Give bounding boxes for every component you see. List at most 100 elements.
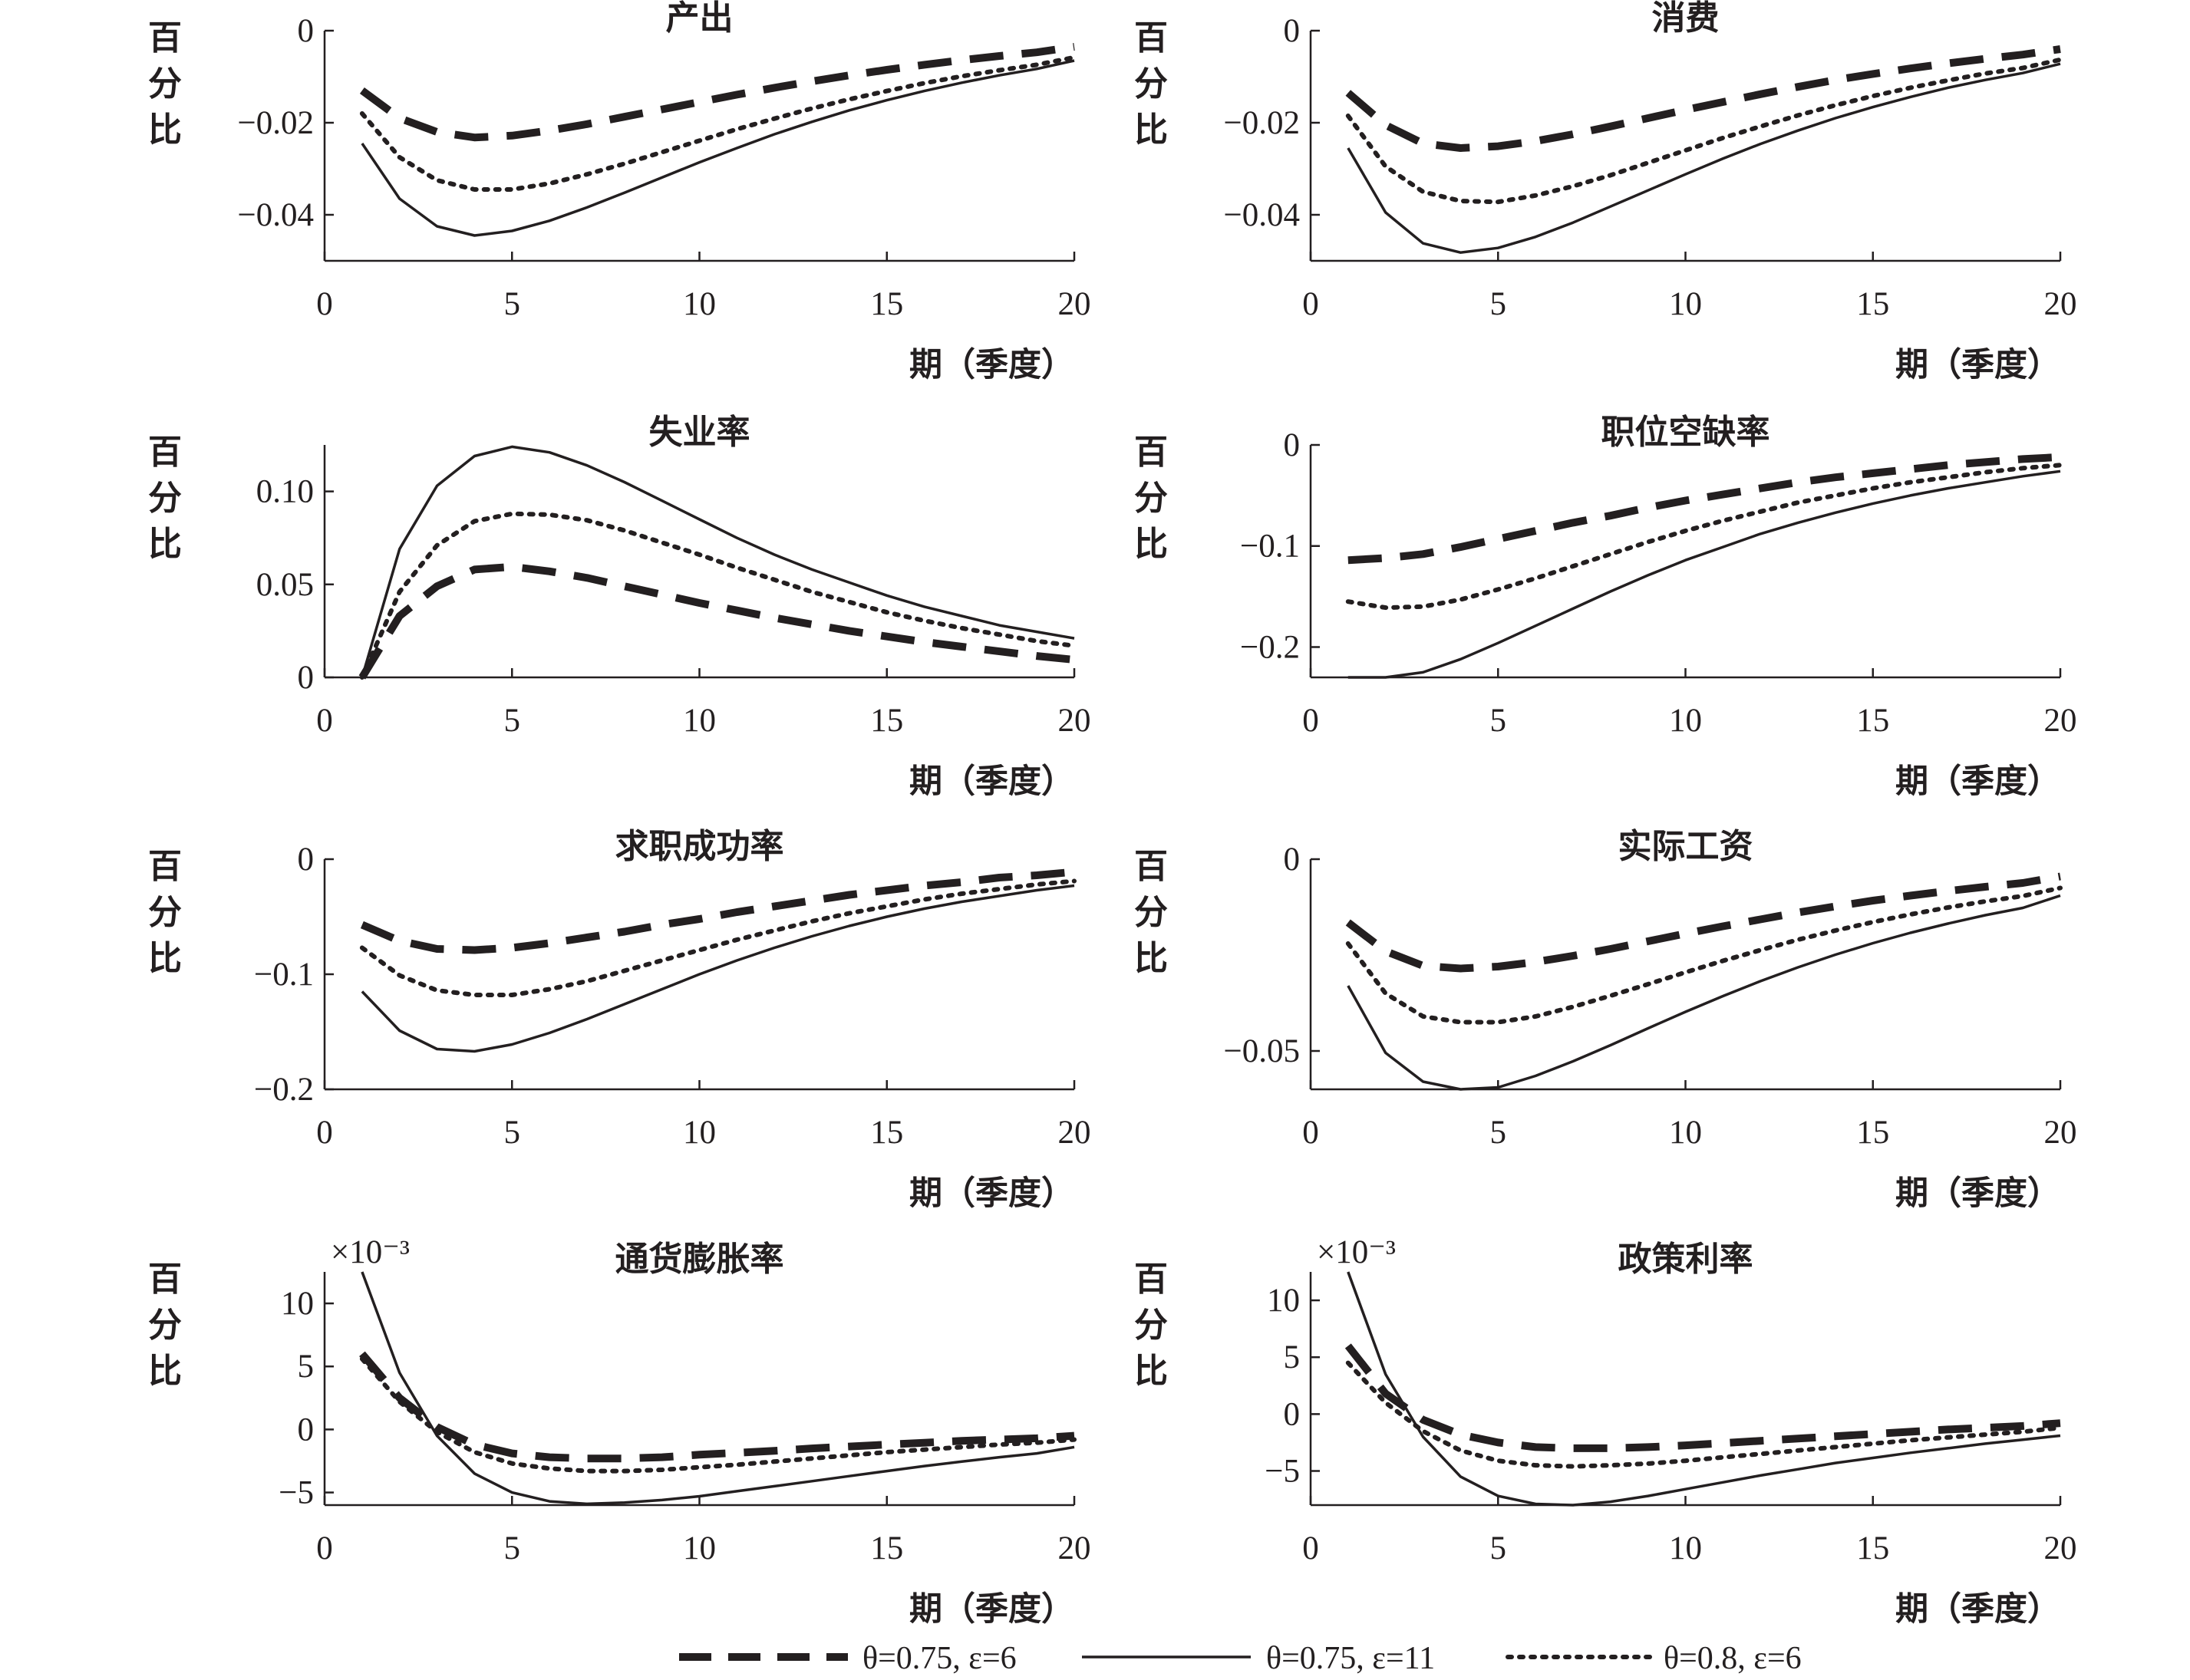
x-tick-label: 0 <box>316 1530 333 1566</box>
x-tick-label: 5 <box>504 1530 521 1566</box>
y-tick-label: −0.2 <box>254 1072 314 1108</box>
chart-title: 实际工资 <box>1618 827 1753 866</box>
y-axis-label: 百分比 <box>148 847 182 978</box>
x-axis-label: 期（季度） <box>1895 763 2060 801</box>
x-tick-label: 15 <box>870 286 903 322</box>
chart-title: 产出 <box>666 0 734 38</box>
x-tick-label: 5 <box>1490 1530 1507 1566</box>
x-tick-label: 5 <box>504 286 521 322</box>
x-tick-label: 10 <box>683 703 716 739</box>
dashed-series <box>1345 872 2061 973</box>
chart-title: 政策利率 <box>1618 1240 1753 1279</box>
y-axis-label: 百分比 <box>1134 847 1168 978</box>
x-tick-label: 15 <box>870 1115 903 1151</box>
dotted-series <box>1345 1360 2063 1469</box>
y-tick-label: 5 <box>298 1349 315 1385</box>
y-tick-label: −5 <box>1265 1454 1300 1490</box>
x-tick-label: 10 <box>683 1530 716 1566</box>
y-tick-label: 10 <box>281 1286 314 1322</box>
x-tick-label: 20 <box>2044 286 2077 322</box>
dashed-series <box>1347 453 2061 565</box>
x-tick-label: 20 <box>1058 703 1091 739</box>
dotted-series <box>1345 57 2063 205</box>
y-tick-label: 0 <box>298 842 315 878</box>
y-tick-label: −0.04 <box>237 197 314 233</box>
x-tick-label: 5 <box>504 703 521 739</box>
x-tick-label: 15 <box>870 703 903 739</box>
solid-series <box>1347 1271 2061 1507</box>
x-tick-label: 15 <box>1856 286 1889 322</box>
x-tick-label: 20 <box>2044 1530 2077 1566</box>
legend-dotted-label: θ=0.8, ε=6 <box>1664 1641 1802 1676</box>
y-tick-label: 0 <box>1284 13 1301 49</box>
x-tick-label: 10 <box>1669 703 1702 739</box>
x-tick-label: 0 <box>1302 286 1319 322</box>
solid-series <box>361 445 1075 678</box>
y-axis-label: 百分比 <box>1134 18 1168 150</box>
legend: θ=0.75, ε=6 θ=0.75, ε=11 θ=0.8, ε=6 <box>679 1641 1802 1676</box>
y-tick-label: 0 <box>1284 427 1301 463</box>
dashed-series <box>358 562 1075 680</box>
dotted-series <box>359 511 1077 680</box>
dashed-series <box>359 1351 1075 1463</box>
x-tick-label: 0 <box>316 286 333 322</box>
chart-title: 职位空缺率 <box>1601 413 1770 452</box>
x-tick-label: 20 <box>2044 1115 2077 1151</box>
chart-title: 失业率 <box>649 413 750 452</box>
x-tick-label: 5 <box>504 1115 521 1151</box>
y-tick-label: 10 <box>1267 1283 1300 1319</box>
x-tick-label: 10 <box>1669 1530 1702 1566</box>
y-tick-label: 0 <box>1284 842 1301 878</box>
y-multiplier: ×10⁻³ <box>331 1234 410 1270</box>
y-axis-label: 百分比 <box>148 18 182 150</box>
y-tick-label: −5 <box>279 1475 314 1511</box>
dotted-series <box>1345 463 2063 611</box>
dashed-series <box>360 868 1075 954</box>
y-tick-label: −0.1 <box>254 957 314 993</box>
dotted-series <box>1345 885 2063 1025</box>
x-axis-label: 期（季度） <box>1895 1590 2060 1629</box>
x-axis-label: 期（季度） <box>1895 1174 2060 1213</box>
y-tick-label: 0.10 <box>256 474 314 510</box>
x-tick-label: 0 <box>1302 1530 1319 1566</box>
x-tick-label: 10 <box>1669 286 1702 322</box>
y-axis-label: 百分比 <box>148 1260 182 1391</box>
y-tick-label: −0.02 <box>1223 105 1300 141</box>
x-tick-label: 5 <box>1490 286 1507 322</box>
x-tick-label: 10 <box>683 1115 716 1151</box>
solid-series <box>1347 62 2061 254</box>
chart-title: 求职成功率 <box>615 827 784 866</box>
y-tick-label: 0 <box>298 13 315 49</box>
x-tick-label: 0 <box>1302 1115 1319 1151</box>
dotted-series <box>359 878 1077 997</box>
x-axis-label: 期（季度） <box>909 346 1074 384</box>
x-axis-label: 期（季度） <box>1895 346 2060 384</box>
y-tick-label: −0.04 <box>1223 197 1300 233</box>
dashed-series <box>359 43 1075 142</box>
solid-series <box>361 884 1075 1053</box>
y-multiplier: ×10⁻³ <box>1317 1234 1396 1270</box>
solid-series <box>361 1271 1075 1506</box>
x-tick-label: 10 <box>683 286 716 322</box>
y-tick-label: −0.1 <box>1240 529 1300 565</box>
y-axis-label: 百分比 <box>1134 1260 1168 1391</box>
dotted-series <box>359 54 1077 192</box>
dotted-series <box>359 1356 1077 1474</box>
x-tick-label: 0 <box>316 703 333 739</box>
y-axis-label: 百分比 <box>1134 433 1168 564</box>
y-tick-label: 0 <box>298 660 315 696</box>
x-tick-label: 20 <box>1058 1115 1091 1151</box>
x-axis-label: 期（季度） <box>909 1590 1074 1629</box>
y-axis-label: 百分比 <box>148 433 182 564</box>
legend-solid-label: θ=0.75, ε=11 <box>1266 1641 1435 1676</box>
x-tick-label: 20 <box>1058 286 1091 322</box>
y-tick-label: −0.02 <box>237 105 314 141</box>
